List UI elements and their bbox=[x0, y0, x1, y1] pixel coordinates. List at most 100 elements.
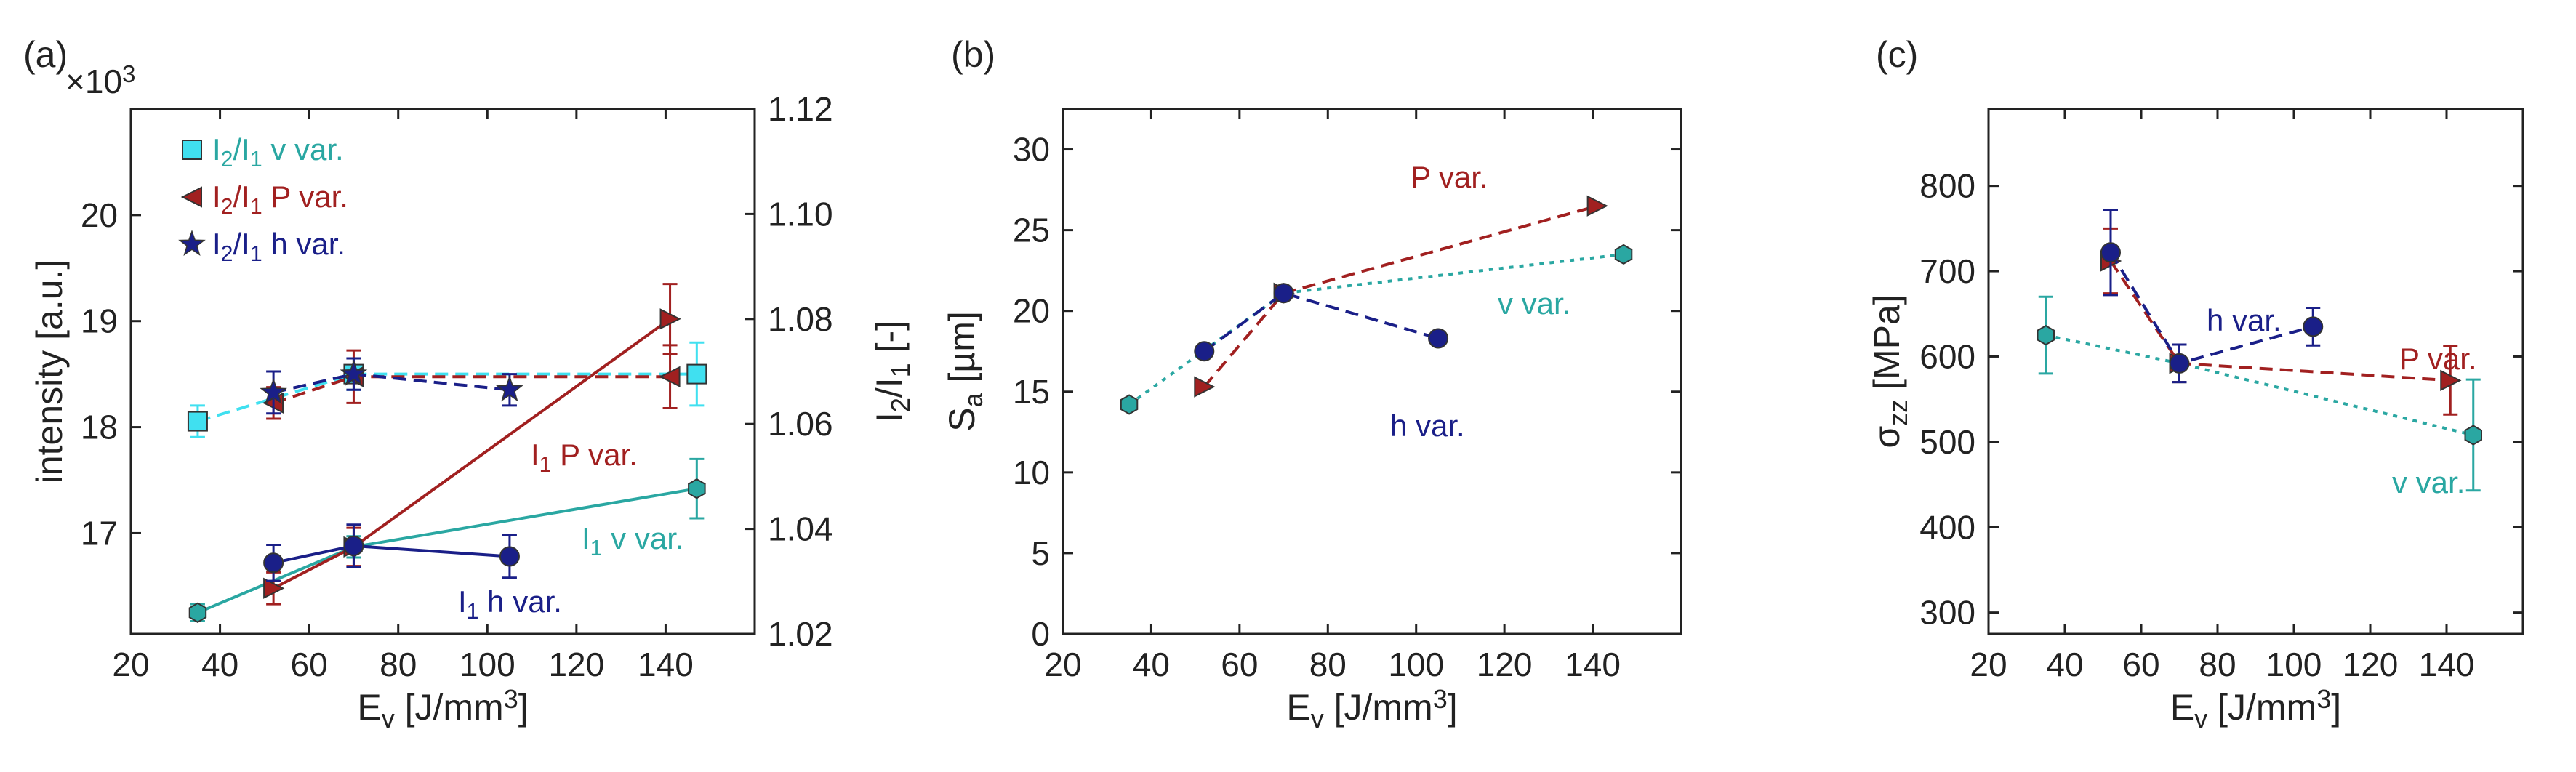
data-point bbox=[343, 535, 364, 556]
y-tick-label: 600 bbox=[1919, 337, 1975, 375]
series-annotation: I1 h var. bbox=[458, 584, 562, 624]
data-point bbox=[2037, 324, 2055, 346]
data-point bbox=[1194, 341, 1215, 362]
plot-frame bbox=[1987, 108, 2524, 635]
x-tick-label: 100 bbox=[1388, 646, 1444, 683]
series-annotation: v var. bbox=[1498, 286, 1570, 321]
data-point bbox=[1614, 244, 1633, 265]
y-tick-label: 10 bbox=[1013, 454, 1050, 491]
series-annotation: h var. bbox=[2207, 303, 2282, 337]
y-axis-label: σzz [MPa] bbox=[1866, 294, 1913, 448]
y-tick-label: 15 bbox=[1013, 373, 1050, 411]
subscript: 1 bbox=[539, 453, 552, 477]
superscript: 3 bbox=[504, 684, 518, 714]
data-point bbox=[1120, 394, 1139, 415]
text-part: [J/mm bbox=[395, 687, 504, 728]
text-part: [µm] bbox=[942, 311, 982, 393]
plot-frame bbox=[1062, 108, 1682, 635]
series-annotation: P var. bbox=[2399, 342, 2477, 376]
x-axis-label: Ev [J/mm3] bbox=[357, 684, 528, 733]
y2-axis-label: I2/I1 [-] bbox=[869, 321, 915, 422]
series-line bbox=[1203, 291, 1439, 353]
x-tick-label: 100 bbox=[2266, 646, 2322, 683]
panel-b: 20 40 60 80 100 120 140 0 5 10 15 20 25 30 Ev [J/mm3] S… bbox=[942, 108, 1682, 733]
x-tick-label: 20 bbox=[1044, 646, 1081, 683]
panel-label-c: (c) bbox=[1876, 34, 1918, 75]
x-axis-label: Ev [J/mm3] bbox=[2170, 684, 2341, 733]
y2-tick-label: 1.06 bbox=[768, 405, 833, 443]
x-tick-label: 120 bbox=[548, 646, 604, 683]
data-point bbox=[1586, 195, 1608, 217]
series-line bbox=[1128, 252, 1624, 406]
superscript: 3 bbox=[2316, 684, 2331, 714]
series-line bbox=[273, 544, 510, 565]
subscript: 1 bbox=[467, 600, 479, 624]
series-annotation: h var. bbox=[1390, 409, 1465, 443]
subscript: v bbox=[1311, 704, 1324, 733]
text-part: I bbox=[531, 438, 539, 472]
series-annotation: v var. bbox=[2392, 465, 2465, 499]
x-tick-label: 120 bbox=[2343, 646, 2399, 683]
x-tick-label: 60 bbox=[291, 646, 328, 683]
subscript: 1 bbox=[250, 242, 262, 266]
text-part: I bbox=[212, 227, 221, 261]
y-tick-label: 5 bbox=[1031, 534, 1050, 572]
panel-c: 20 40 60 80 100 120 140 300 400 500 600 700 800 Ev [J… bbox=[1866, 108, 2524, 733]
legend-marker bbox=[182, 140, 202, 160]
data-point bbox=[2303, 316, 2324, 337]
text-part: I bbox=[582, 521, 590, 555]
y2-tick-label: 1.04 bbox=[768, 510, 833, 548]
x-tick-label: 100 bbox=[460, 646, 515, 683]
data-point bbox=[340, 359, 368, 386]
superscript: 3 bbox=[1433, 684, 1448, 714]
y-axis-label: intensity [a.u.] bbox=[29, 260, 70, 484]
x-tick-label: 40 bbox=[1133, 646, 1170, 683]
subscript: a bbox=[958, 392, 988, 407]
x-tick-label: 140 bbox=[1565, 646, 1621, 683]
x-tick-label: 20 bbox=[1970, 646, 2007, 683]
y2-tick-label: 1.12 bbox=[768, 90, 833, 128]
data-point bbox=[260, 378, 287, 404]
legend-label: I2/I1 v var. bbox=[212, 132, 344, 172]
y-axis-exponent: ×103 bbox=[65, 61, 135, 100]
superscript: 3 bbox=[122, 61, 135, 88]
y-tick-label: 0 bbox=[1031, 615, 1050, 653]
x-tick-label: 140 bbox=[638, 646, 694, 683]
data-point bbox=[499, 546, 520, 567]
subscript: v bbox=[382, 704, 395, 733]
y-tick-label: 300 bbox=[1919, 594, 1975, 632]
legend-marker bbox=[180, 186, 202, 208]
y-axis-label: Sa [µm] bbox=[942, 311, 988, 432]
data-point bbox=[187, 411, 208, 432]
x-axis-label: Ev [J/mm3] bbox=[1286, 684, 1457, 733]
text-part: I bbox=[458, 584, 467, 619]
text-part: E bbox=[2170, 687, 2194, 728]
subscript: 2 bbox=[886, 398, 915, 412]
x-tick-label: 80 bbox=[380, 646, 417, 683]
data-point bbox=[688, 478, 706, 499]
text-part: E bbox=[1286, 687, 1310, 728]
x-tick-label: 60 bbox=[1221, 646, 1258, 683]
data-point bbox=[1194, 376, 1216, 398]
data-point bbox=[496, 375, 523, 402]
y-tick-label: 19 bbox=[81, 302, 118, 340]
text-part: /I bbox=[869, 377, 910, 398]
data-point bbox=[263, 552, 284, 574]
panel-label-a: (a) bbox=[23, 34, 68, 75]
subscript: 1 bbox=[250, 195, 262, 219]
text-part: ] bbox=[518, 687, 529, 728]
x-tick-label: 80 bbox=[2199, 646, 2236, 683]
text-part: P var. bbox=[552, 438, 638, 472]
text-part: v var. bbox=[262, 132, 344, 166]
text-part: σ bbox=[1866, 426, 1907, 449]
x-tick-label: 40 bbox=[2046, 646, 2083, 683]
subscript: 2 bbox=[221, 148, 233, 172]
x-tick-label: 60 bbox=[2122, 646, 2159, 683]
text-part: ] bbox=[1448, 687, 1458, 728]
text-part: I bbox=[212, 180, 221, 214]
data-point bbox=[2100, 242, 2121, 263]
plot-frame bbox=[129, 108, 756, 635]
text-part: E bbox=[357, 687, 381, 728]
series-annotation: I1 v var. bbox=[582, 521, 684, 560]
